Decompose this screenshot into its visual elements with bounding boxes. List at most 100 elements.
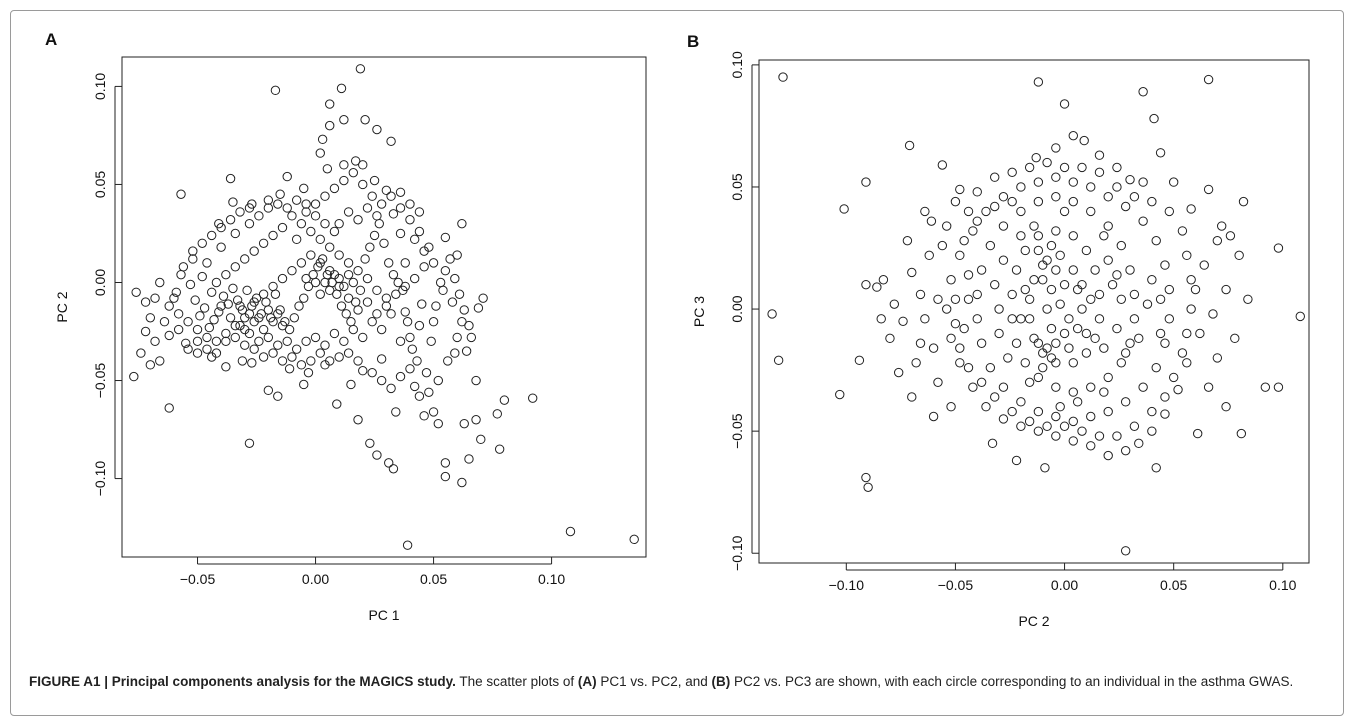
data-point xyxy=(400,281,410,292)
data-point xyxy=(339,175,349,186)
data-point xyxy=(263,332,274,343)
scatter-panel-a: A −0.05 0.00 0.05 0.10 −0.10 −0.05 0.00 0.05 0.10… xyxy=(45,30,647,623)
data-point xyxy=(376,375,387,386)
data-point xyxy=(994,304,1004,314)
data-point xyxy=(1051,143,1061,153)
data-point xyxy=(972,289,982,300)
data-point xyxy=(968,226,978,236)
data-point xyxy=(384,458,394,468)
data-point xyxy=(407,344,418,354)
data-point xyxy=(981,402,991,412)
data-point xyxy=(282,171,292,182)
data-point xyxy=(767,309,777,319)
data-point xyxy=(1177,226,1188,236)
data-point xyxy=(1051,172,1061,182)
data-point xyxy=(1081,245,1092,256)
data-point xyxy=(1099,231,1109,241)
data-point xyxy=(173,324,184,335)
data-point xyxy=(334,281,344,292)
data-point xyxy=(1051,411,1061,422)
data-point xyxy=(325,285,335,296)
data-point xyxy=(1024,377,1035,388)
data-point xyxy=(1007,196,1017,207)
data-point xyxy=(1046,240,1057,251)
data-point xyxy=(386,383,396,394)
data-point xyxy=(1016,397,1026,407)
data-point xyxy=(384,258,394,268)
data-point xyxy=(277,320,288,331)
data-point xyxy=(336,301,347,311)
data-point xyxy=(287,266,297,276)
data-point xyxy=(854,355,865,366)
data-point xyxy=(362,297,373,307)
data-point xyxy=(249,317,259,327)
data-point xyxy=(1007,314,1017,324)
data-point xyxy=(325,242,335,252)
data-point xyxy=(476,434,486,445)
data-point xyxy=(365,438,375,448)
data-point xyxy=(376,354,387,364)
data-point xyxy=(268,230,278,241)
data-point xyxy=(334,250,344,260)
y-tick-label: −0.10 xyxy=(92,461,108,497)
data-point xyxy=(972,216,982,226)
data-point xyxy=(1138,382,1148,392)
data-point xyxy=(1203,74,1214,85)
data-point xyxy=(1072,284,1083,295)
data-point xyxy=(254,336,264,347)
data-point xyxy=(346,379,356,390)
data-point xyxy=(258,324,269,335)
data-point xyxy=(955,250,965,261)
data-point xyxy=(1125,338,1135,348)
data-point xyxy=(412,356,422,366)
data-point xyxy=(294,301,304,311)
data-point xyxy=(379,238,389,248)
data-point xyxy=(178,262,189,272)
data-point xyxy=(946,275,956,285)
data-point xyxy=(1055,299,1065,309)
data-point xyxy=(928,411,939,422)
data-point xyxy=(409,234,420,245)
data-point xyxy=(1142,299,1153,309)
data-point xyxy=(1016,421,1026,431)
data-point xyxy=(452,332,462,343)
data-point xyxy=(1125,265,1135,275)
data-point xyxy=(876,314,886,324)
x-axis-title: PC 1 xyxy=(368,607,399,623)
data-point xyxy=(1077,279,1087,290)
data-point xyxy=(299,293,309,303)
data-point xyxy=(1186,304,1196,314)
data-point xyxy=(1260,382,1271,392)
y-tick-label: 0.05 xyxy=(92,171,108,198)
data-point xyxy=(976,377,987,388)
data-point xyxy=(464,320,474,331)
data-point xyxy=(343,348,354,358)
data-point xyxy=(1068,436,1078,446)
data-point xyxy=(244,438,255,448)
data-point xyxy=(145,360,156,370)
data-point xyxy=(1090,265,1100,275)
data-point xyxy=(861,279,871,290)
y-tick-label: 0.10 xyxy=(92,73,108,100)
plot-area xyxy=(758,59,1310,564)
data-point xyxy=(1155,148,1166,158)
data-point xyxy=(358,332,368,343)
data-point xyxy=(221,269,231,280)
data-point xyxy=(268,348,278,358)
data-point xyxy=(192,324,203,335)
data-point xyxy=(963,362,974,373)
data-point xyxy=(225,215,236,225)
data-point xyxy=(129,371,139,382)
data-point xyxy=(240,340,250,350)
data-point xyxy=(244,218,255,229)
data-point xyxy=(1033,426,1044,436)
data-point xyxy=(362,203,373,213)
data-point xyxy=(1059,162,1070,173)
data-point xyxy=(1016,182,1026,192)
data-point xyxy=(565,526,576,537)
data-point xyxy=(155,356,165,366)
data-point xyxy=(968,382,978,392)
data-point xyxy=(395,228,406,239)
caption-text-2: PC1 vs. PC2, and xyxy=(596,674,712,689)
data-point xyxy=(1068,265,1078,275)
